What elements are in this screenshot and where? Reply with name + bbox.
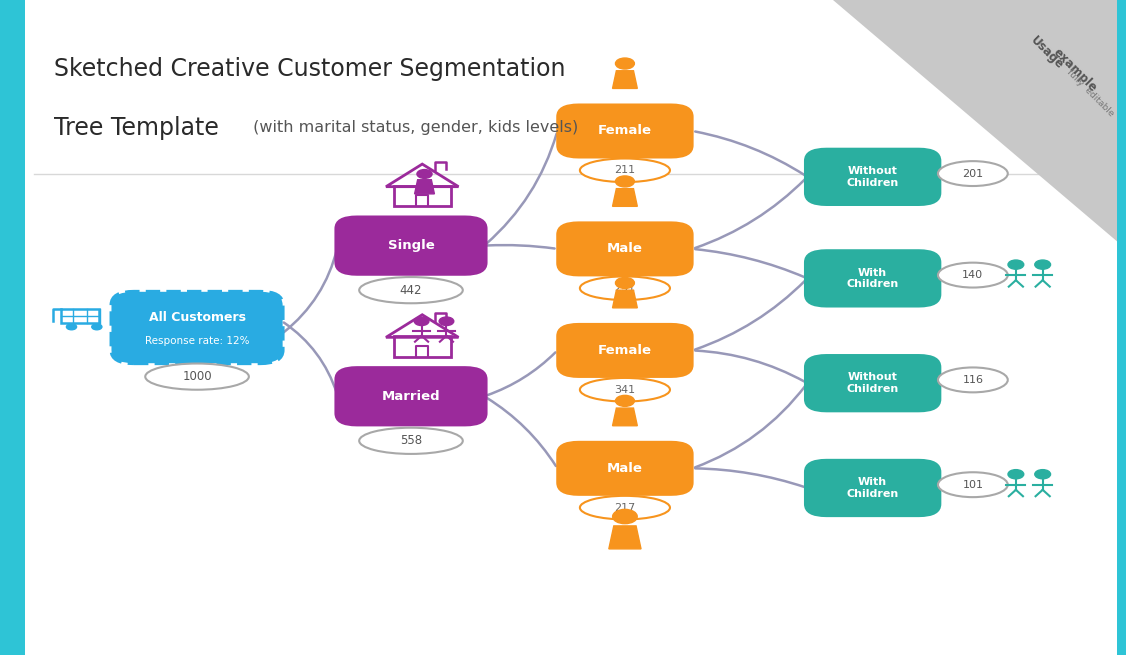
Text: Single: Single: [387, 239, 435, 252]
Text: 140: 140: [963, 270, 983, 280]
Circle shape: [613, 510, 637, 524]
Ellipse shape: [938, 472, 1008, 497]
Text: Female: Female: [598, 344, 652, 357]
Polygon shape: [613, 189, 637, 206]
Text: Response rate: 12%: Response rate: 12%: [145, 335, 249, 346]
Circle shape: [616, 396, 634, 406]
Text: Without
Children: Without Children: [847, 166, 899, 187]
Ellipse shape: [580, 378, 670, 402]
Text: Without
Children: Without Children: [847, 373, 899, 394]
Text: 116: 116: [963, 375, 983, 385]
FancyBboxPatch shape: [0, 0, 25, 655]
Ellipse shape: [938, 367, 1008, 392]
Text: With
Children: With Children: [847, 268, 899, 289]
Polygon shape: [613, 71, 637, 88]
Polygon shape: [613, 290, 637, 308]
Text: fully  editable: fully editable: [1065, 67, 1115, 119]
Text: 217: 217: [615, 502, 635, 513]
FancyBboxPatch shape: [804, 354, 941, 413]
Ellipse shape: [145, 364, 249, 390]
Circle shape: [616, 58, 634, 69]
Circle shape: [1035, 260, 1051, 269]
FancyBboxPatch shape: [804, 250, 941, 308]
Circle shape: [1008, 260, 1024, 269]
Ellipse shape: [359, 277, 463, 303]
FancyBboxPatch shape: [556, 221, 694, 276]
Text: All Customers: All Customers: [149, 311, 245, 324]
Circle shape: [1035, 470, 1051, 479]
Text: Tree Template: Tree Template: [54, 116, 218, 140]
FancyBboxPatch shape: [804, 458, 941, 517]
Text: Male: Male: [607, 462, 643, 475]
Text: Female: Female: [598, 124, 652, 138]
Circle shape: [616, 278, 634, 288]
FancyBboxPatch shape: [334, 215, 488, 276]
Text: 201: 201: [963, 168, 983, 179]
Ellipse shape: [938, 161, 1008, 186]
Text: 211: 211: [615, 165, 635, 176]
Text: 558: 558: [400, 434, 422, 447]
FancyBboxPatch shape: [556, 103, 694, 159]
Text: Sketched Creative Customer Segmentation: Sketched Creative Customer Segmentation: [54, 57, 565, 81]
Text: (with marital status, gender, kids levels): (with marital status, gender, kids level…: [248, 121, 578, 135]
FancyBboxPatch shape: [111, 292, 283, 363]
Text: example: example: [1051, 47, 1100, 95]
Text: Married: Married: [382, 390, 440, 403]
Text: Male: Male: [607, 242, 643, 255]
Text: 442: 442: [400, 284, 422, 297]
FancyBboxPatch shape: [1117, 0, 1126, 655]
Circle shape: [92, 324, 101, 330]
Polygon shape: [613, 408, 637, 426]
Ellipse shape: [938, 263, 1008, 288]
FancyBboxPatch shape: [556, 441, 694, 496]
Ellipse shape: [580, 159, 670, 182]
Text: 231: 231: [615, 283, 635, 293]
Ellipse shape: [359, 428, 463, 454]
Ellipse shape: [580, 496, 670, 519]
Circle shape: [616, 176, 634, 187]
Circle shape: [439, 317, 454, 326]
Circle shape: [417, 170, 432, 178]
Polygon shape: [609, 526, 641, 549]
FancyBboxPatch shape: [334, 366, 488, 426]
FancyBboxPatch shape: [804, 148, 941, 206]
Polygon shape: [833, 0, 1126, 249]
Polygon shape: [414, 179, 435, 194]
Text: 1000: 1000: [182, 370, 212, 383]
Circle shape: [66, 324, 77, 330]
Ellipse shape: [580, 276, 670, 300]
Text: Usage: Usage: [1028, 33, 1066, 71]
Circle shape: [1008, 470, 1024, 479]
Text: With
Children: With Children: [847, 477, 899, 498]
Text: 341: 341: [615, 384, 635, 395]
Text: 101: 101: [963, 479, 983, 490]
Circle shape: [414, 317, 429, 326]
FancyBboxPatch shape: [556, 323, 694, 378]
